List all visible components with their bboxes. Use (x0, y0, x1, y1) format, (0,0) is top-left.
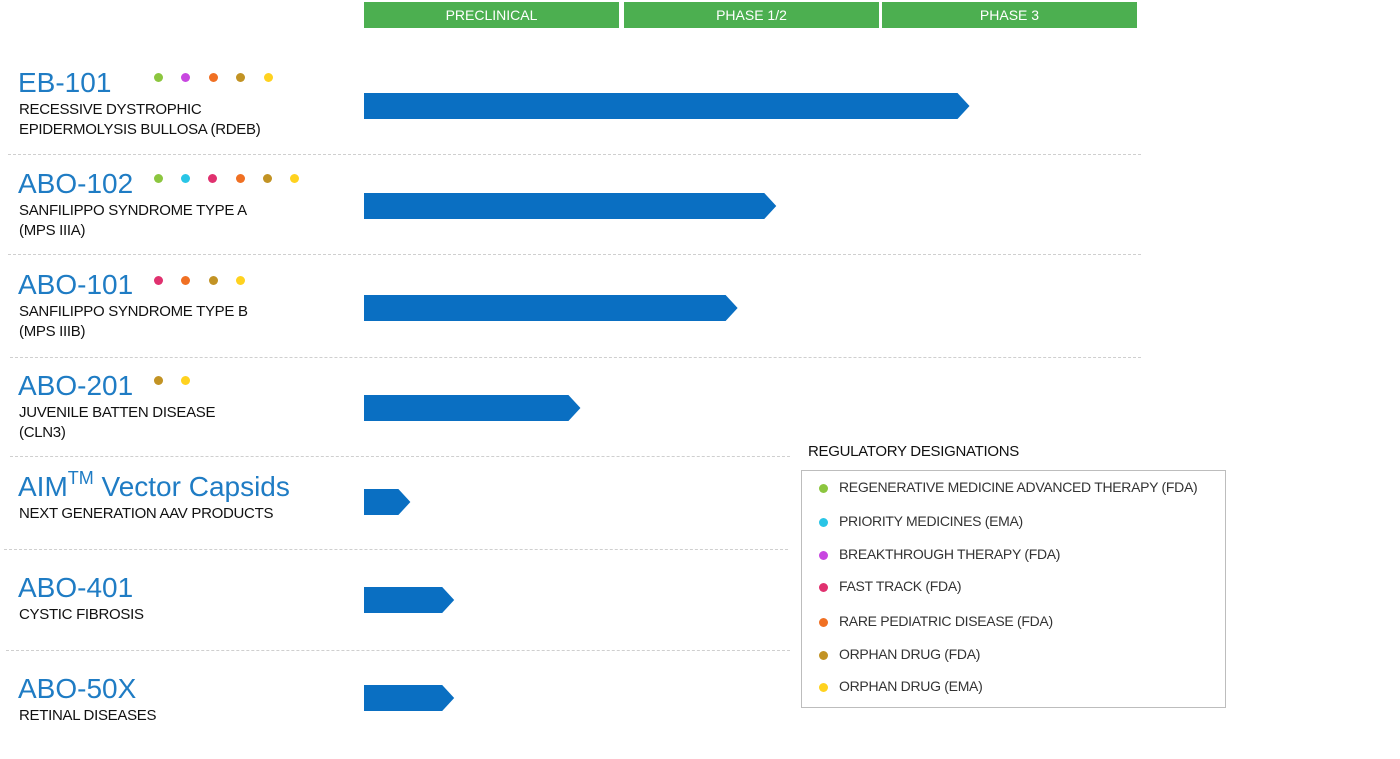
legend-label: ORPHAN DRUG (FDA) (839, 646, 981, 662)
row-divider (8, 254, 1141, 255)
program-name: ABO-201 (18, 370, 134, 401)
row-divider (4, 549, 788, 550)
designation-dot-orphan-fda (262, 174, 272, 183)
progress-bar (364, 93, 970, 119)
legend-label: PRIORITY MEDICINES (EMA) (839, 513, 1023, 529)
phase-header-phase-3: PHASE 3 (882, 2, 1137, 28)
trademark-mark: TM (67, 468, 94, 488)
program-name: ABO-50X (18, 673, 137, 704)
program-name-base: AIM (18, 471, 68, 502)
designation-dot-orphan-fda (236, 73, 246, 82)
row-divider (8, 154, 1141, 155)
designation-dot-fast-track-fda (208, 174, 218, 183)
legend: REGENERATIVE MEDICINE ADVANCED THERAPY (… (801, 470, 1226, 708)
designation-dot-orphan-ema (290, 174, 299, 183)
legend-dot (819, 618, 828, 627)
progress-bar (364, 685, 455, 711)
program-name-suffix: Vector Capsids (93, 471, 290, 502)
program-name: EB-101 (18, 67, 112, 98)
legend-dot (819, 518, 828, 527)
program-name: ABO-102 (18, 168, 134, 199)
designation-dot-prime-ema (181, 174, 191, 183)
legend-dot (819, 551, 828, 560)
designation-dot-orphan-ema (263, 73, 273, 82)
legend-label: REGENERATIVE MEDICINE ADVANCED THERAPY (… (839, 479, 1198, 495)
program-description: RETINAL DISEASES (19, 707, 157, 724)
designation-dot-orphan-fda (154, 376, 163, 385)
phase-header-phase-1-2: PHASE 1/2 (624, 2, 879, 28)
designation-dot-orphan-fda (208, 276, 218, 285)
designation-dot-rare-pediatric-fda (181, 276, 191, 285)
designation-dot-fast-track-fda (154, 276, 163, 285)
designation-dot-orphan-ema (235, 276, 245, 285)
row-divider (6, 650, 790, 651)
designation-dot-rare-pediatric-fda (208, 73, 218, 82)
legend-dot (819, 683, 828, 692)
progress-bar (364, 193, 777, 219)
program-name: ABO-101 (18, 269, 134, 300)
program-description: SANFILIPPO SYNDROME TYPE A (MPS IIIA) (19, 202, 247, 239)
designation-dot-rmat-fda (154, 174, 163, 183)
progress-bar (364, 395, 581, 421)
program-name-aim: AIMTM Vector Capsids (18, 468, 290, 503)
legend-label: RARE PEDIATRIC DISEASE (FDA) (839, 613, 1053, 629)
designation-dot-rare-pediatric-fda (235, 174, 245, 183)
program-description: CYSTIC FIBROSIS (19, 606, 144, 623)
row-divider (10, 456, 790, 457)
designation-dot-rmat-fda (154, 73, 163, 82)
designation-dot-orphan-ema (181, 376, 190, 385)
legend-label: BREAKTHROUGH THERAPY (FDA) (839, 546, 1061, 562)
program-description: NEXT GENERATION AAV PRODUCTS (19, 505, 274, 522)
program-description: SANFILIPPO SYNDROME TYPE B (MPS IIIB) (19, 303, 248, 340)
legend-dot (819, 651, 828, 660)
legend-label: FAST TRACK (FDA) (839, 578, 962, 594)
progress-bar (364, 489, 411, 515)
program-description: JUVENILE BATTEN DISEASE (CLN3) (19, 404, 216, 441)
designation-dot-breakthrough-fda (181, 73, 191, 82)
program-description: RECESSIVE DYSTROPHIC EPIDERMOLYSIS BULLO… (19, 101, 261, 138)
progress-bar (364, 587, 455, 613)
progress-bar (364, 295, 738, 321)
phase-header-preclinical: PRECLINICAL (364, 2, 619, 28)
legend-dot (819, 583, 828, 592)
legend-title: REGULATORY DESIGNATIONS (808, 443, 1019, 460)
row-divider (10, 357, 1141, 358)
legend-label: ORPHAN DRUG (EMA) (839, 678, 983, 694)
legend-dot (819, 484, 828, 493)
program-name: ABO-401 (18, 572, 134, 603)
